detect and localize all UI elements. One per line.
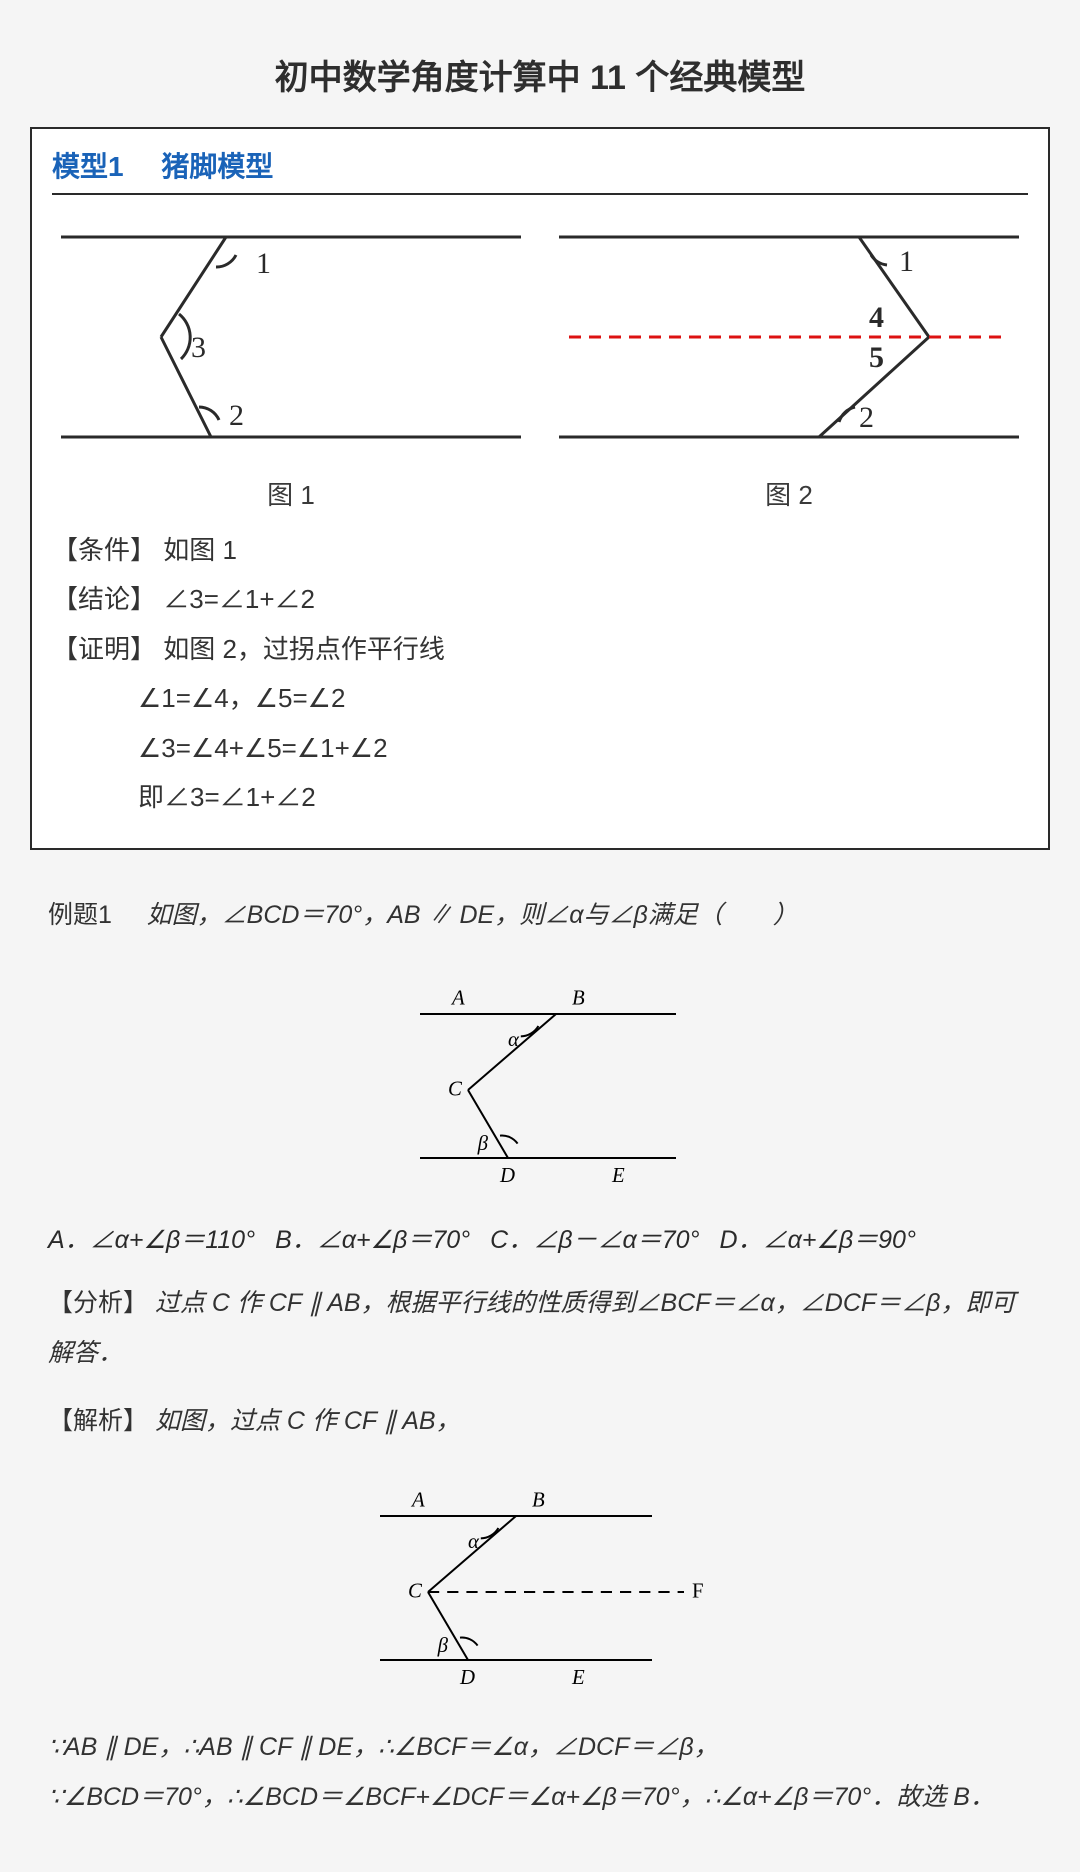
label-B: B xyxy=(532,1489,545,1512)
label-B: B xyxy=(572,987,585,1010)
angle-3-label: 3 xyxy=(191,331,206,364)
model-box: 模型1 猪脚模型 1 3 2 xyxy=(30,127,1050,850)
conclusion-text: ∠3=∠1+∠2 xyxy=(163,584,315,614)
figure-2: 1 4 5 2 图 2 xyxy=(550,207,1028,512)
figure-1-caption: 图 1 xyxy=(52,475,530,512)
proof-line-1: 如图 2，过拐点作平行线 xyxy=(163,634,445,664)
label-F: F xyxy=(692,1580,704,1603)
header-divider xyxy=(52,193,1028,195)
option-a: A．∠α+∠β＝110° xyxy=(48,1220,255,1256)
label-A: A xyxy=(450,987,465,1010)
solution-line-2: ∵∠BCD＝70°，∴∠BCD＝∠BCF+∠DCF＝∠α+∠β＝70°，∴∠α+… xyxy=(48,1772,1032,1822)
angle-1-label: 1 xyxy=(256,247,271,280)
proof-line-3: ∠3=∠4+∠5=∠1+∠2 xyxy=(52,724,1028,773)
label-beta: β xyxy=(477,1132,489,1155)
example-figure-1-svg: A B C D E α β xyxy=(370,958,710,1198)
example-label: 例题1 xyxy=(48,901,112,929)
figure-1: 1 3 2 图 1 xyxy=(52,207,530,512)
model-name: 猪脚模型 xyxy=(161,151,273,182)
analysis-tag: 【分析】 xyxy=(48,1289,148,1317)
solution-lead: 如图，过点 C 作 CF ∥ AB， xyxy=(155,1407,461,1435)
conclusion-tag: 【结论】 xyxy=(52,584,156,614)
option-b: B．∠α+∠β＝70° xyxy=(275,1220,470,1256)
solution-lead-line: 【解析】 如图，过点 C 作 CF ∥ AB， xyxy=(48,1396,1032,1446)
solution-line-1: ∵AB ∥ DE，∴AB ∥ CF ∥ DE，∴∠BCF＝∠α，∠DCF＝∠β， xyxy=(48,1722,1032,1772)
condition-tag: 【条件】 xyxy=(52,535,156,565)
proof-tag: 【证明】 xyxy=(52,634,156,664)
label-alpha: α xyxy=(468,1530,480,1553)
analysis-text: 过点 C 作 CF ∥ AB，根据平行线的性质得到∠BCF＝∠α，∠DCF＝∠β… xyxy=(48,1289,1015,1367)
analysis-line: 【分析】 过点 C 作 CF ∥ AB，根据平行线的性质得到∠BCF＝∠α，∠D… xyxy=(48,1278,1032,1378)
angle-4-label: 4 xyxy=(869,301,884,334)
model-number: 模型1 xyxy=(52,151,124,182)
model-header: 模型1 猪脚模型 xyxy=(52,145,1028,185)
figure-row: 1 3 2 图 1 1 4 xyxy=(52,207,1028,512)
example-section: 例题1 如图，∠BCD＝70°，AB ∥ DE，则∠α与∠β满足（ ） A B … xyxy=(30,880,1050,1832)
proof-line-2: ∠1=∠4，∠5=∠2 xyxy=(52,674,1028,723)
label-C: C xyxy=(448,1078,463,1101)
model-body: 【条件】 如图 1 【结论】 ∠3=∠1+∠2 【证明】 如图 2，过拐点作平行… xyxy=(52,526,1028,822)
example-figure-2-svg: A B C D E F α β xyxy=(330,1460,750,1700)
figure-2-svg: 1 4 5 2 xyxy=(559,207,1019,467)
page-title: 初中数学角度计算中 11 个经典模型 xyxy=(30,50,1050,99)
angle-2-label: 2 xyxy=(229,399,244,432)
proof-line-4: 即∠3=∠1+∠2 xyxy=(52,773,1028,822)
angle-2-label: 2 xyxy=(859,401,874,434)
label-D: D xyxy=(459,1666,475,1689)
example-text: 如图，∠BCD＝70°，AB ∥ DE，则∠α与∠β满足（ ） xyxy=(147,901,798,929)
example-figure-1: A B C D E α β xyxy=(48,958,1032,1198)
options-row: A．∠α+∠β＝110° B．∠α+∠β＝70° C．∠β－∠α＝70° D．∠… xyxy=(48,1220,1032,1256)
label-D: D xyxy=(499,1164,515,1187)
label-alpha: α xyxy=(508,1028,520,1051)
angle-5-label: 5 xyxy=(869,341,884,374)
label-E: E xyxy=(611,1164,625,1187)
label-beta: β xyxy=(437,1634,449,1657)
solution-tag: 【解析】 xyxy=(48,1407,148,1435)
label-E: E xyxy=(571,1666,585,1689)
condition-text: 如图 1 xyxy=(163,535,237,565)
label-A: A xyxy=(410,1489,425,1512)
label-C: C xyxy=(408,1580,423,1603)
example-figure-2: A B C D E F α β xyxy=(48,1460,1032,1700)
option-c: C．∠β－∠α＝70° xyxy=(490,1220,699,1256)
figure-1-svg: 1 3 2 xyxy=(61,207,521,467)
option-d: D．∠α+∠β＝90° xyxy=(720,1220,916,1256)
angle-1-label: 1 xyxy=(899,245,914,278)
example-lead: 例题1 如图，∠BCD＝70°，AB ∥ DE，则∠α与∠β满足（ ） xyxy=(48,890,1032,940)
figure-2-caption: 图 2 xyxy=(550,475,1028,512)
